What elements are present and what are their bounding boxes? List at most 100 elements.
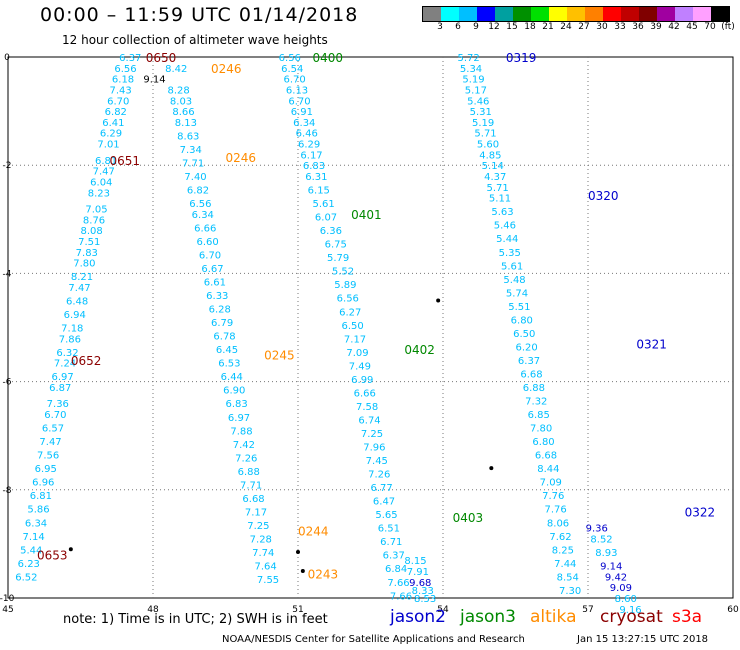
- legend-swatch: [639, 7, 657, 21]
- swh-value: 7.47: [39, 437, 61, 448]
- pass-time-label: 0321: [636, 338, 667, 352]
- swh-value: 5.19: [472, 118, 494, 129]
- swh-value: 7.24: [54, 359, 76, 370]
- swh-value: 6.78: [213, 332, 235, 343]
- swh-value: 8.08: [81, 226, 103, 237]
- swh-value: 6.56: [189, 199, 211, 210]
- legend-label: 70: [704, 22, 716, 32]
- swh-value: 6.61: [204, 278, 226, 289]
- pass-time-label: 0319: [506, 51, 537, 65]
- swh-value: 7.32: [525, 397, 547, 408]
- legend-s3a: s3a: [672, 607, 703, 627]
- swh-value: 7.55: [257, 575, 279, 586]
- swh-value: 6.81: [30, 491, 52, 502]
- swh-value: 6.87: [49, 383, 71, 394]
- swh-value: 6.51: [378, 524, 400, 535]
- legend-label: (ft): [721, 22, 735, 32]
- swh-value: 8.15: [404, 556, 426, 567]
- y-tick-label: -10: [0, 594, 15, 604]
- swh-value: 7.28: [250, 534, 272, 545]
- swh-value: 6.52: [15, 572, 37, 583]
- pass-time-label: 0652: [71, 354, 102, 368]
- swh-value: 6.15: [308, 186, 330, 197]
- swh-value: 5.51: [508, 302, 530, 313]
- swh-value: 6.50: [513, 329, 535, 340]
- pass-time-label: 0245: [264, 349, 295, 363]
- swh-value: 9.14: [600, 562, 622, 573]
- swh-value: 6.71: [380, 537, 402, 548]
- swh-value: 7.58: [356, 402, 378, 413]
- swh-value: 5.63: [491, 207, 513, 218]
- swh-value: 7.76: [545, 505, 567, 516]
- swh-value: 7.80: [530, 424, 552, 435]
- swh-value: 5.11: [489, 194, 511, 205]
- swh-value: 6.56: [114, 64, 136, 75]
- swh-value: 6.90: [223, 386, 245, 397]
- legend-swatch: [603, 7, 621, 21]
- swh-value: 5.71: [474, 129, 496, 140]
- swh-value: 7.34: [180, 145, 202, 156]
- legend-swatch: [477, 7, 495, 21]
- legend-label: 45: [686, 22, 698, 32]
- legend-swatch: [459, 7, 477, 21]
- map-svg: 45 48 51 54 57 600-2-4-6-8-106.376.566.187.43…: [0, 51, 739, 616]
- swh-value: 6.18: [112, 75, 134, 86]
- x-tick-label: 48: [147, 605, 159, 615]
- swh-value: 5.79: [327, 253, 349, 264]
- swh-value: 6.33: [206, 291, 228, 302]
- swh-value: 5.89: [334, 280, 356, 291]
- swh-value: 6.20: [516, 342, 538, 353]
- swh-value: 6.96: [32, 478, 54, 489]
- swh-value: 6.77: [371, 483, 393, 494]
- swh-value: 6.70: [288, 96, 310, 107]
- swh-value: 9.68: [409, 578, 431, 589]
- swh-value: 6.31: [305, 172, 327, 183]
- swh-value: 7.44: [554, 559, 576, 570]
- swh-value: 6.94: [64, 310, 86, 321]
- swh-value: 9.36: [586, 524, 608, 535]
- swh-value: 6.36: [320, 226, 342, 237]
- swh-value: 8.52: [590, 534, 612, 545]
- island-marker: [489, 466, 494, 471]
- legend-label: 39: [650, 22, 662, 32]
- swh-value: 6.84: [385, 564, 407, 575]
- swh-value: 7.64: [255, 562, 277, 573]
- swh-value: 7.45: [366, 456, 388, 467]
- swh-value: 6.37: [518, 356, 540, 367]
- pass-time-label: 0400: [313, 51, 344, 65]
- swh-value: 7.17: [245, 507, 267, 518]
- swh-value: 8.03: [170, 96, 192, 107]
- swh-value: 6.41: [102, 118, 124, 129]
- swh-value: 6.04: [90, 177, 112, 188]
- legend-jason3: jason3: [460, 607, 516, 627]
- pass-time-label: 0246: [226, 151, 257, 165]
- swh-value: 6.28: [209, 305, 231, 316]
- legend-swatch: [621, 7, 639, 21]
- swh-value: 5.44: [20, 545, 42, 556]
- page-subtitle: 12 hour collection of altimeter wave hei…: [62, 33, 328, 47]
- swh-value: 6.29: [298, 140, 320, 151]
- swh-value: 6.47: [373, 497, 395, 508]
- swh-value: 7.76: [542, 491, 564, 502]
- legend-label: 24: [560, 22, 572, 32]
- footer-timestamp: Jan 15 13:27:15 UTC 2018: [577, 634, 709, 645]
- legend-label: 33: [614, 22, 626, 32]
- swh-value: 4.85: [479, 150, 501, 161]
- swh-value: 7.30: [559, 586, 581, 597]
- legend-swatch: [693, 7, 711, 21]
- legend-label: 27: [578, 22, 590, 32]
- pass-time-label: 0650: [146, 51, 177, 65]
- island-marker: [68, 547, 73, 552]
- legend-swatch: [585, 7, 603, 21]
- swh-value: 7.91: [407, 567, 429, 578]
- swh-value: 6.75: [325, 240, 347, 251]
- y-tick-label: -2: [3, 161, 12, 171]
- swh-value: 6.95: [35, 464, 57, 475]
- swh-value: 7.66: [390, 591, 412, 602]
- swh-value: 6.48: [66, 296, 88, 307]
- pass-time-label: 0653: [37, 549, 68, 563]
- swh-value: 7.17: [344, 334, 366, 345]
- swh-value: 6.45: [216, 345, 238, 356]
- swh-value: 6.23: [18, 559, 40, 570]
- swh-value: 7.47: [68, 283, 90, 294]
